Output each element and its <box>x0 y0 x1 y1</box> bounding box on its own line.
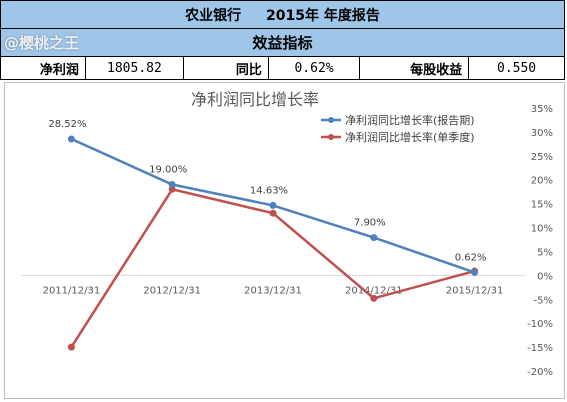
y-tick-label: 10% <box>531 224 553 235</box>
chart-series: 28.52% 19.00% 14.63% 7.90% 0.62% <box>48 119 486 351</box>
report-header-table: 农业银行 2015年 年度报告 效益指标 净利润 1805.82 同比 0.62… <box>0 0 565 80</box>
chart-legend: 净利润同比增长率(报告期) 净利润同比增长率(单季度) <box>321 113 475 144</box>
y-tick-label: 20% <box>531 176 553 187</box>
y-tick-label: 15% <box>531 200 553 211</box>
report-year: 2015年 年度报告 <box>266 7 380 24</box>
legend-marker <box>328 117 334 123</box>
data-point <box>67 343 75 351</box>
section-title: 效益指标 <box>0 28 565 57</box>
y-tick-label: 30% <box>531 128 553 139</box>
chart-axes: 35% 30% 25% 20% 15% 10% 5% 0% -5% -10% -15% -20% 201… <box>21 104 553 378</box>
data-label: 19.00% <box>149 165 187 176</box>
data-point <box>67 135 75 143</box>
data-label: 14.63% <box>250 185 288 196</box>
data-label: 28.52% <box>48 119 86 130</box>
x-tick-label: 2014/12/31 <box>345 285 403 296</box>
data-point <box>370 294 378 302</box>
chart-title: 净利润同比增长率 <box>191 90 319 109</box>
legend-marker <box>328 134 334 140</box>
data-point <box>168 181 176 189</box>
x-tick-label: 2013/12/31 <box>244 285 302 296</box>
data-label: 7.90% <box>354 218 386 229</box>
x-tick-label: 2015/12/31 <box>446 285 504 296</box>
data-point <box>269 209 277 217</box>
legend-label: 净利润同比增长率(单季度) <box>345 130 475 144</box>
y-tick-label: -10% <box>527 319 553 330</box>
legend-label: 净利润同比增长率(报告期) <box>345 113 475 127</box>
x-tick-label: 2011/12/31 <box>43 285 101 296</box>
y-tick-label: -20% <box>527 367 553 378</box>
title-row: 农业银行 2015年 年度报告 <box>0 0 565 29</box>
y-tick-label: 25% <box>531 152 553 163</box>
title-cell: 农业银行 2015年 年度报告 <box>0 0 565 29</box>
data-label: 0.62% <box>455 252 487 263</box>
y-tick-label: 5% <box>537 247 553 258</box>
net-profit-label: 净利润 <box>0 56 86 80</box>
data-point <box>471 268 479 276</box>
x-tick-label: 2012/12/31 <box>143 285 201 296</box>
y-tick-label: -5% <box>534 295 553 306</box>
y-tick-label: 35% <box>531 104 553 115</box>
eps-value: 0.550 <box>468 56 565 80</box>
eps-label: 每股收益 <box>359 56 470 80</box>
yoy-value: 0.62% <box>267 56 361 80</box>
company-name: 农业银行 <box>185 7 242 24</box>
chart-container: 净利润同比增长率 净利润同比增长率(报告期) 净利润同比增长率(单季度) 35% 3… <box>4 82 565 399</box>
yoy-label: 同比 <box>182 56 269 80</box>
data-point <box>168 185 176 193</box>
data-point <box>370 234 378 242</box>
y-tick-label: 0% <box>537 271 553 282</box>
data-point <box>269 201 277 209</box>
y-tick-label: -15% <box>527 343 553 354</box>
line-chart: 净利润同比增长率 净利润同比增长率(报告期)净利润同比增长率(单季度) 35%3… <box>21 90 553 378</box>
net-profit-value: 1805.82 <box>84 56 184 80</box>
metrics-row: 净利润 1805.82 同比 0.62% 每股收益 0.550 <box>0 56 565 80</box>
section-row: 效益指标 <box>0 28 565 57</box>
